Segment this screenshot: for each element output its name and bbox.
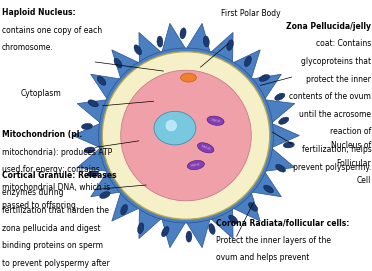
Text: enzymes during: enzymes during (2, 188, 63, 197)
Ellipse shape (121, 204, 128, 215)
Text: Zona Pellucida/jelly: Zona Pellucida/jelly (286, 22, 371, 31)
Circle shape (217, 132, 224, 139)
Text: Mitochondrion (pl.: Mitochondrion (pl. (2, 130, 82, 139)
Ellipse shape (198, 143, 214, 153)
Ellipse shape (259, 75, 270, 81)
Text: Cell: Cell (357, 176, 371, 185)
Ellipse shape (283, 142, 294, 148)
Text: ovum and helps prevent: ovum and helps prevent (216, 253, 309, 262)
Ellipse shape (186, 231, 192, 242)
Text: Protect the inner layers of the: Protect the inner layers of the (216, 236, 331, 245)
Text: hhhh: hhhh (210, 118, 221, 124)
Ellipse shape (157, 36, 163, 47)
Text: reaction of: reaction of (330, 127, 371, 136)
Text: zona pellucida and digest: zona pellucida and digest (2, 224, 100, 233)
Text: until the acrosome: until the acrosome (299, 110, 371, 119)
Ellipse shape (244, 56, 251, 67)
Circle shape (202, 110, 209, 117)
Text: prevent polyspermy.: prevent polyspermy. (293, 163, 371, 172)
Ellipse shape (209, 224, 215, 234)
Circle shape (170, 186, 177, 193)
Circle shape (129, 120, 135, 126)
Text: glycoproteins that: glycoproteins that (301, 57, 371, 66)
Circle shape (143, 93, 150, 99)
Circle shape (165, 120, 177, 132)
Circle shape (102, 52, 270, 219)
Text: chromosome.: chromosome. (2, 43, 54, 52)
Circle shape (240, 118, 246, 124)
Text: Corona Radiata/follicular cells:: Corona Radiata/follicular cells: (216, 218, 349, 227)
Text: Nucleus of: Nucleus of (331, 141, 371, 150)
Circle shape (212, 88, 219, 94)
Circle shape (230, 95, 236, 102)
Ellipse shape (187, 160, 204, 170)
Ellipse shape (81, 123, 93, 129)
Ellipse shape (279, 117, 289, 124)
Ellipse shape (180, 28, 186, 39)
Circle shape (153, 145, 160, 151)
Circle shape (170, 78, 177, 85)
Circle shape (178, 152, 184, 159)
Text: First Polar Body: First Polar Body (221, 9, 281, 18)
Ellipse shape (275, 93, 285, 100)
Circle shape (225, 172, 231, 178)
Circle shape (129, 150, 135, 156)
Circle shape (237, 147, 243, 153)
Text: Cortical Granule: Releases: Cortical Granule: Releases (2, 171, 116, 180)
Ellipse shape (229, 215, 238, 224)
Circle shape (121, 70, 251, 201)
Circle shape (200, 186, 206, 193)
Text: to prevent polyspermy after: to prevent polyspermy after (2, 259, 110, 268)
Text: mitochondrial DNA, which is: mitochondrial DNA, which is (2, 183, 110, 192)
Text: contains one copy of each: contains one copy of each (2, 26, 102, 35)
Text: coat: Contains: coat: Contains (316, 39, 371, 48)
Text: hhhh: hhhh (200, 144, 211, 151)
Text: used for energy; contains: used for energy; contains (2, 165, 100, 174)
Ellipse shape (207, 116, 224, 125)
Circle shape (195, 162, 202, 168)
Circle shape (163, 103, 170, 109)
Text: binding proteins on sperm: binding proteins on sperm (2, 241, 103, 250)
Ellipse shape (114, 58, 122, 68)
Text: passed to offspring.: passed to offspring. (2, 201, 78, 209)
Ellipse shape (161, 227, 169, 237)
Ellipse shape (88, 171, 99, 177)
Text: mitochondria): produces ATP: mitochondria): produces ATP (2, 148, 112, 157)
Ellipse shape (88, 100, 98, 107)
Ellipse shape (248, 203, 258, 211)
Polygon shape (73, 23, 299, 248)
Ellipse shape (203, 36, 209, 47)
Ellipse shape (264, 185, 273, 193)
Ellipse shape (138, 223, 144, 234)
Ellipse shape (134, 45, 142, 55)
Text: Haploid Nucleus:: Haploid Nucleus: (2, 8, 76, 17)
Text: Cytoplasm: Cytoplasm (20, 89, 61, 98)
Ellipse shape (97, 76, 106, 85)
Circle shape (99, 48, 273, 223)
Text: fertilization; helps: fertilization; helps (301, 145, 371, 154)
Text: protect the inner: protect the inner (307, 75, 371, 83)
Ellipse shape (100, 192, 110, 198)
Circle shape (143, 172, 150, 178)
Text: Follicular: Follicular (337, 159, 371, 167)
Ellipse shape (276, 164, 286, 172)
Text: hhhh: hhhh (190, 162, 201, 168)
Text: contents of the ovum: contents of the ovum (289, 92, 371, 101)
Ellipse shape (227, 40, 233, 50)
Text: fertilization that harden the: fertilization that harden the (2, 206, 109, 215)
Ellipse shape (180, 73, 196, 82)
Ellipse shape (84, 147, 95, 153)
Ellipse shape (154, 111, 196, 145)
